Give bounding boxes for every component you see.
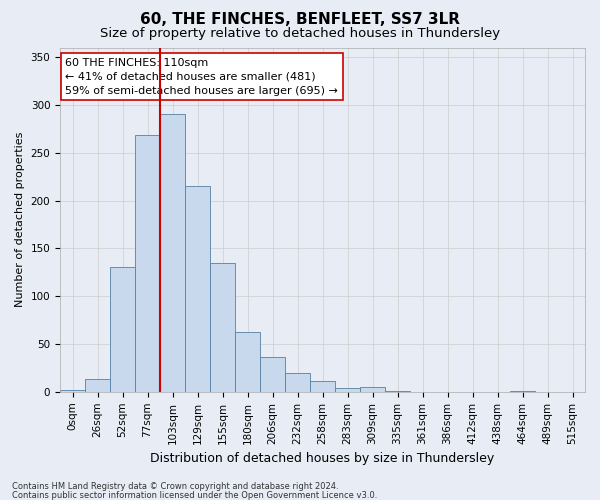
Bar [335,388,360,392]
Bar [385,391,410,392]
Bar [210,262,235,392]
Text: Size of property relative to detached houses in Thundersley: Size of property relative to detached ho… [100,28,500,40]
Text: 60 THE FINCHES: 110sqm
← 41% of detached houses are smaller (481)
59% of semi-de: 60 THE FINCHES: 110sqm ← 41% of detached… [65,58,338,96]
Bar [135,136,160,392]
Bar [110,268,135,392]
Bar [510,391,535,392]
Bar [285,372,310,392]
Bar [160,114,185,392]
Bar [60,390,85,392]
Text: Contains public sector information licensed under the Open Government Licence v3: Contains public sector information licen… [12,490,377,500]
Bar [360,387,385,392]
Bar [260,358,285,392]
X-axis label: Distribution of detached houses by size in Thundersley: Distribution of detached houses by size … [151,452,494,465]
Y-axis label: Number of detached properties: Number of detached properties [15,132,25,308]
Text: Contains HM Land Registry data © Crown copyright and database right 2024.: Contains HM Land Registry data © Crown c… [12,482,338,491]
Bar [235,332,260,392]
Bar [185,186,210,392]
Bar [310,382,335,392]
Bar [85,380,110,392]
Text: 60, THE FINCHES, BENFLEET, SS7 3LR: 60, THE FINCHES, BENFLEET, SS7 3LR [140,12,460,28]
